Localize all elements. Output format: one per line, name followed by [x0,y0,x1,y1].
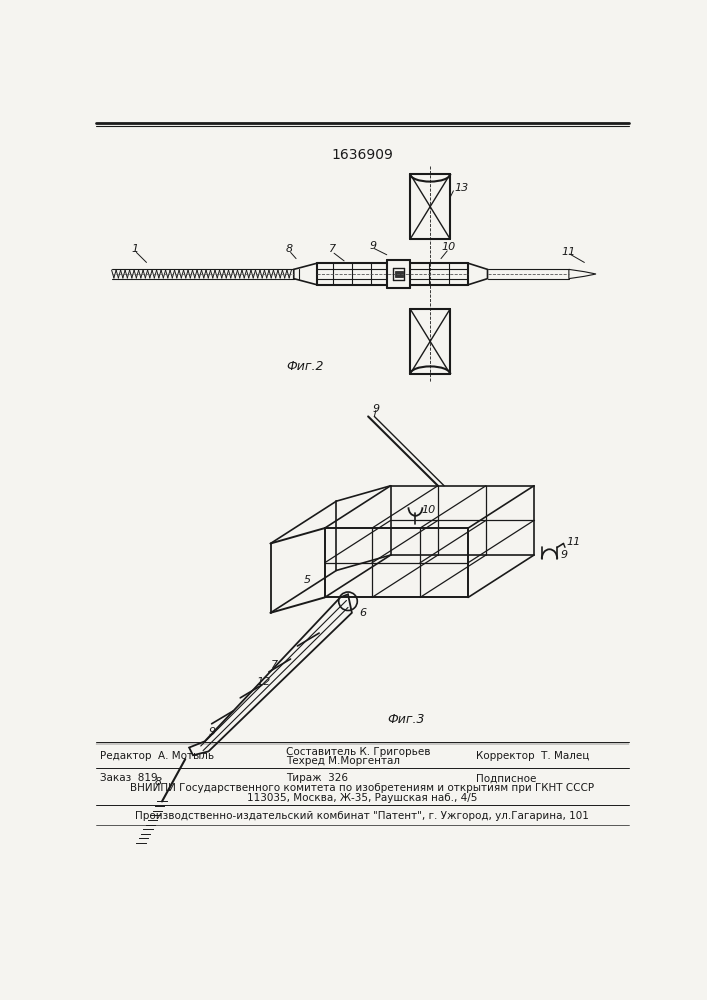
Text: Производственно-издательский комбинат "Патент", г. Ужгород, ул.Гагарина, 101: Производственно-издательский комбинат "П… [135,811,589,821]
Text: 7: 7 [271,660,278,670]
Text: 113035, Москва, Ж-35, Раушская наб., 4/5: 113035, Москва, Ж-35, Раушская наб., 4/5 [247,793,477,803]
Text: 8: 8 [154,777,161,787]
Text: 9: 9 [370,241,377,251]
Text: Фиг.2: Фиг.2 [286,360,324,373]
Text: 11: 11 [561,247,575,257]
Polygon shape [569,269,596,279]
Text: 10: 10 [421,505,436,515]
Text: Заказ  819: Заказ 819 [100,773,158,783]
Text: 5: 5 [304,575,311,585]
Bar [395,271,403,277]
Polygon shape [468,263,488,285]
Text: 9: 9 [561,550,568,560]
Text: Корректор  Т. Малец: Корректор Т. Малец [476,751,589,761]
Text: 11: 11 [566,537,580,547]
Text: 13: 13 [455,183,469,193]
Text: 1636909: 1636909 [331,148,393,162]
Text: Составитель К. Григорьев: Составитель К. Григорьев [286,747,431,757]
Text: 9: 9 [209,727,216,737]
Text: Фиг.3: Фиг.3 [387,713,425,726]
Polygon shape [189,594,352,755]
Text: 1: 1 [131,244,138,254]
Polygon shape [293,263,317,285]
Text: 10: 10 [441,242,455,252]
Text: Подписное: Подписное [476,773,536,783]
Text: 6: 6 [360,608,367,618]
Text: 7: 7 [329,244,336,254]
Text: 8: 8 [285,244,293,254]
Text: ВНИИПИ Государственного комитета по изобретениям и открытиям при ГКНТ СССР: ВНИИПИ Государственного комитета по изоб… [130,783,594,793]
Text: Редактор  А. Мотыль: Редактор А. Мотыль [100,751,214,761]
Text: Тираж  326: Тираж 326 [286,773,348,783]
Text: 9: 9 [372,404,379,414]
Text: 12: 12 [257,677,271,687]
Text: Техред М.Моргентал: Техред М.Моргентал [286,756,400,766]
